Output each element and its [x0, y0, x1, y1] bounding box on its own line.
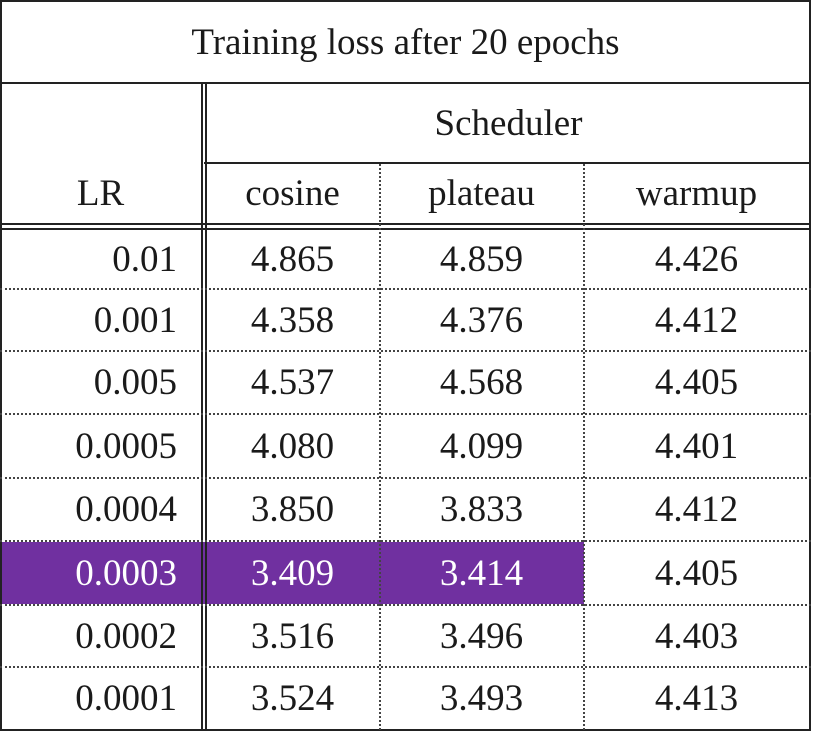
group-underline	[204, 162, 811, 164]
lr-cell: 0.0005	[75, 425, 177, 467]
value-cell: 4.401	[654, 425, 739, 467]
column-header-warmup: warmup	[635, 173, 758, 214]
value-cell: 4.099	[439, 425, 524, 467]
value-cell: 4.405	[654, 362, 739, 403]
row-divider	[0, 540, 811, 542]
value-cell: 3.850	[250, 489, 335, 530]
lr-rule-2	[205, 84, 207, 730]
results-table: Training loss after 20 epochs Scheduler …	[0, 0, 811, 731]
value-cell: 4.412	[654, 489, 739, 530]
border-left	[0, 0, 2, 731]
header-rule-2	[0, 228, 811, 230]
value-cell: 3.409	[250, 552, 335, 594]
value-cell: 4.537	[250, 362, 335, 403]
border-bottom	[0, 729, 811, 731]
row-divider	[0, 413, 811, 415]
lr-cell: 0.001	[93, 299, 177, 341]
lr-cell: 0.0004	[75, 489, 177, 530]
value-cell: 3.414	[439, 552, 524, 594]
value-cell: 4.405	[654, 552, 739, 594]
col-divider-2	[583, 164, 585, 730]
row-divider	[0, 288, 811, 290]
title-separator	[0, 82, 811, 84]
highlight-block	[0, 542, 584, 604]
value-cell: 4.859	[439, 238, 524, 280]
lr-cell: 0.0001	[75, 678, 177, 719]
column-header-cosine: cosine	[245, 173, 340, 214]
value-cell: 3.833	[439, 489, 524, 530]
value-cell: 4.865	[250, 238, 335, 280]
value-cell: 3.524	[250, 678, 335, 719]
value-cell: 4.413	[654, 678, 739, 719]
value-cell: 4.358	[250, 299, 335, 341]
value-cell: 4.376	[439, 299, 524, 341]
value-cell: 4.412	[654, 299, 739, 341]
border-top	[0, 0, 811, 2]
value-cell: 3.496	[439, 615, 524, 657]
lr-cell: 0.0002	[75, 615, 177, 657]
value-cell: 3.493	[439, 678, 524, 719]
value-cell: 4.568	[439, 362, 524, 403]
row-divider	[0, 666, 811, 668]
row-divider	[0, 604, 811, 606]
border-right	[809, 0, 811, 731]
column-header-plateau: plateau	[428, 173, 535, 214]
row-divider	[0, 350, 811, 352]
lr-cell: 0.0003	[75, 552, 177, 594]
lr-cell: 0.01	[112, 238, 177, 280]
lr-rule-1	[201, 84, 203, 730]
row-header: LR	[76, 173, 125, 214]
value-cell: 3.516	[250, 615, 335, 657]
value-cell: 4.403	[654, 615, 739, 657]
table-title: Training loss after 20 epochs	[191, 21, 620, 63]
header-rule-1	[0, 223, 811, 225]
value-cell: 4.080	[250, 425, 335, 467]
col-divider-1	[379, 164, 381, 730]
row-divider	[0, 477, 811, 479]
group-header: Scheduler	[434, 102, 583, 144]
lr-cell: 0.005	[93, 362, 177, 403]
value-cell: 4.426	[654, 238, 739, 280]
